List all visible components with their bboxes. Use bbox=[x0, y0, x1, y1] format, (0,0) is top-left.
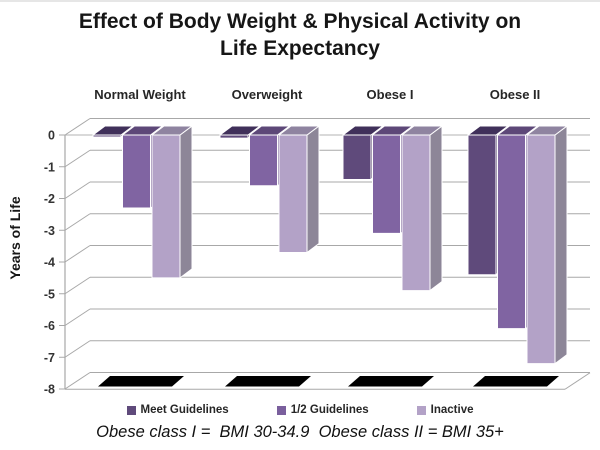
bar-side-2-1 bbox=[306, 125, 320, 253]
floor-shadow-1 bbox=[225, 376, 311, 387]
category-label-3: Obese II bbox=[490, 87, 541, 102]
legend-item-2: Inactive bbox=[416, 404, 474, 416]
y-axis-title: Years of Life bbox=[7, 196, 23, 279]
y-axis-tick-label: -8 bbox=[44, 383, 55, 397]
legend-item-0: Meet Guidelines bbox=[126, 404, 229, 416]
bar-side-2-3 bbox=[554, 125, 568, 365]
floor-shadow-3 bbox=[473, 376, 559, 387]
wall-diagonal bbox=[64, 276, 91, 295]
wall-diagonal bbox=[64, 213, 91, 231]
bar-2-2 bbox=[401, 134, 431, 292]
bar-2-3 bbox=[526, 134, 556, 365]
bar-0-3 bbox=[467, 134, 497, 276]
wall-diagonal bbox=[64, 118, 91, 136]
bar-cap-0-1 bbox=[219, 125, 261, 136]
y-axis-tick-label: -5 bbox=[44, 287, 55, 301]
y-axis-tick-label: -3 bbox=[44, 224, 55, 238]
wall-diagonal bbox=[64, 149, 91, 168]
y-axis-tick-label: -1 bbox=[44, 160, 55, 174]
bar-cap-0-3 bbox=[467, 125, 509, 136]
bar-0-2 bbox=[342, 134, 372, 180]
bar-cap-0-2 bbox=[342, 125, 384, 136]
legend-swatch bbox=[276, 405, 286, 415]
wall-diagonal bbox=[64, 372, 91, 390]
footnote-text: Obese class I = BMI 30-34.9 Obese class … bbox=[96, 423, 504, 441]
legend-label: Meet Guidelines bbox=[140, 404, 229, 416]
chart-title: Effect of Body Weight & Physical Activit… bbox=[0, 8, 600, 62]
bar-1-2 bbox=[372, 134, 401, 234]
category-label-0: Normal Weight bbox=[94, 87, 186, 102]
y-axis-tick-label: 0 bbox=[48, 129, 55, 143]
chart-legend: Meet Guidelines 1/2 Guidelines Inactive bbox=[0, 402, 600, 418]
bar-2-0 bbox=[151, 134, 181, 279]
chart-title-line2: Life Expectancy bbox=[220, 37, 380, 60]
bar-cap-1-1 bbox=[249, 125, 290, 136]
y-axis-tick-label: -2 bbox=[44, 192, 55, 206]
bar-cap-2-2 bbox=[401, 125, 443, 136]
floor-right-edge bbox=[564, 372, 591, 390]
legend-swatch bbox=[126, 405, 136, 415]
bar-cap-2-3 bbox=[526, 125, 568, 136]
wall-diagonal bbox=[64, 181, 91, 199]
floor-shadow-0 bbox=[98, 376, 184, 387]
y-axis-tick-label: -7 bbox=[44, 351, 55, 365]
legend-swatch bbox=[416, 405, 426, 415]
bar-1-3 bbox=[497, 134, 526, 330]
bar-side-2-2 bbox=[429, 125, 443, 292]
bar-cap-1-0 bbox=[122, 125, 163, 136]
chart-title-line1: Effect of Body Weight & Physical Activit… bbox=[78, 10, 522, 33]
bar-cap-1-3 bbox=[497, 125, 538, 136]
bar-1-1 bbox=[249, 134, 278, 187]
bar-side-2-0 bbox=[179, 125, 193, 279]
y-axis-tick-label: -4 bbox=[44, 256, 55, 270]
bar-cap-1-2 bbox=[372, 125, 413, 136]
bar-cap-2-0 bbox=[151, 125, 193, 136]
y-axis-tick-label: -6 bbox=[44, 319, 55, 333]
category-label-1: Overweight bbox=[232, 87, 303, 102]
floor-shadow-2 bbox=[348, 376, 434, 387]
legend-label: 1/2 Guidelines bbox=[290, 404, 369, 416]
legend-label: Inactive bbox=[430, 404, 474, 416]
category-label-2: Obese I bbox=[367, 87, 414, 102]
bar-2-1 bbox=[278, 134, 308, 253]
legend-item-1: 1/2 Guidelines bbox=[276, 404, 369, 416]
bar-1-0 bbox=[122, 134, 151, 209]
bar-cap-2-1 bbox=[278, 125, 320, 136]
wall-diagonal bbox=[64, 308, 91, 326]
wall-diagonal bbox=[64, 245, 91, 263]
bar-cap-0-0 bbox=[92, 125, 134, 136]
wall-diagonal bbox=[64, 340, 91, 358]
